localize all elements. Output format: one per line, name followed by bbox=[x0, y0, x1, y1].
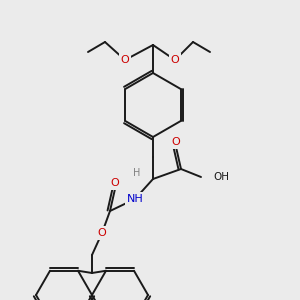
Text: O: O bbox=[171, 55, 179, 65]
Text: O: O bbox=[121, 55, 129, 65]
Text: NH: NH bbox=[127, 194, 143, 204]
Text: O: O bbox=[172, 137, 180, 147]
Text: OH: OH bbox=[213, 172, 229, 182]
Text: O: O bbox=[111, 178, 119, 188]
Text: H: H bbox=[133, 168, 141, 178]
Text: O: O bbox=[98, 228, 106, 238]
